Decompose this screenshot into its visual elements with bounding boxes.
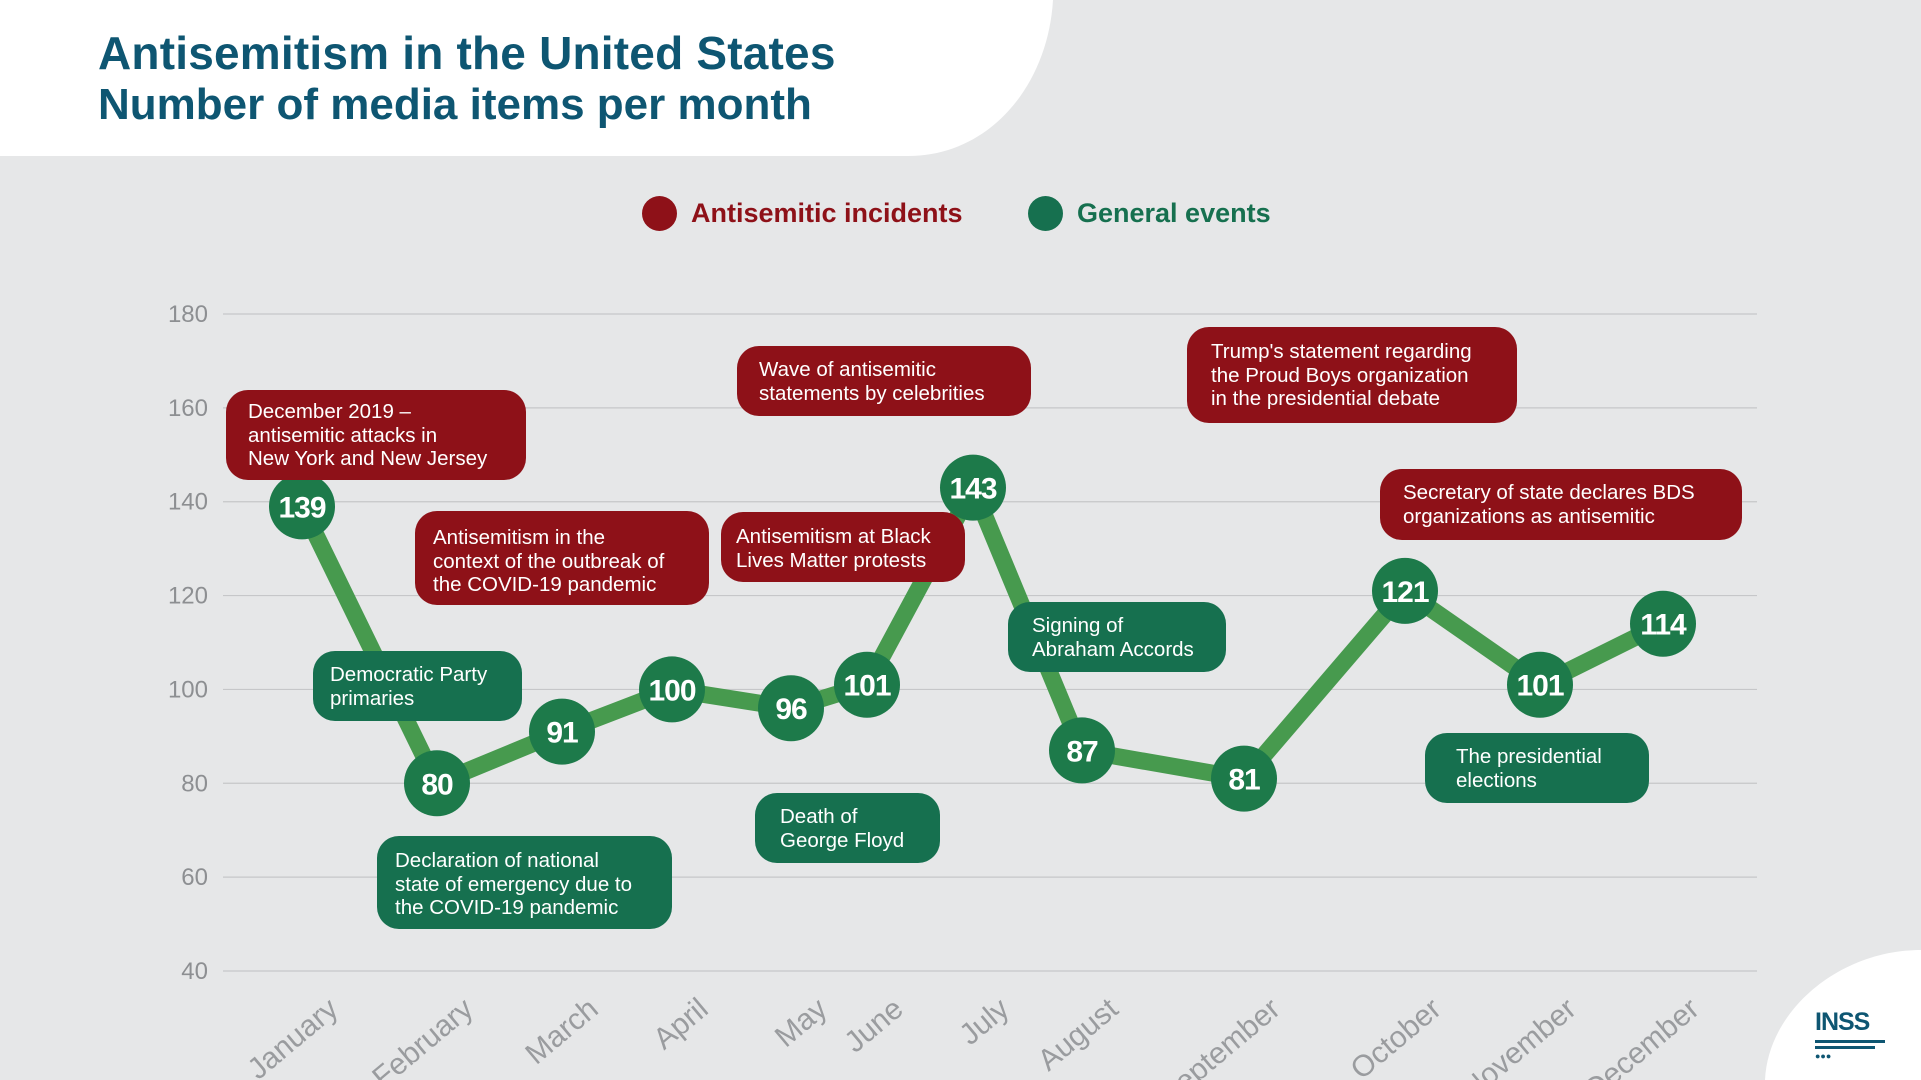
- data-point: [1507, 651, 1573, 718]
- callout-democratic-primaries: Democratic Party primaries: [313, 651, 522, 721]
- data-point: [758, 675, 824, 742]
- data-point: [1211, 745, 1277, 812]
- data-label: 87: [1066, 735, 1098, 768]
- legend-label: Antisemitic incidents: [691, 198, 963, 228]
- y-tick-label: 160: [168, 395, 208, 422]
- page-subtitle: Number of media items per month: [98, 80, 812, 129]
- data-point: [529, 698, 595, 765]
- y-tick-label: 100: [168, 676, 208, 703]
- callout-national-emergency: Declaration of national state of emergen…: [377, 836, 672, 929]
- callout-abraham-accords: Signing of Abraham Accords: [1008, 602, 1226, 672]
- logo-wordmark: INSS: [1815, 1008, 1870, 1036]
- data-label: 100: [648, 674, 695, 707]
- page-title: Antisemitism in the United States: [98, 27, 836, 79]
- legend-general-events: General events: [1028, 196, 1271, 231]
- legend-red-dot-icon: [642, 196, 677, 231]
- y-tick-label: 140: [168, 489, 208, 516]
- legend-antisemitic-incidents: Antisemitic incidents: [642, 196, 963, 231]
- y-tick-label: 40: [181, 958, 208, 985]
- data-point: [269, 473, 335, 540]
- data-label: 121: [1381, 576, 1428, 609]
- data-point: [834, 651, 900, 718]
- y-tick-label: 180: [168, 301, 208, 328]
- callout-december-attacks: December 2019 – antisemitic attacks in N…: [226, 390, 526, 480]
- y-tick-label: 80: [181, 770, 208, 797]
- callout-blm-protests: Antisemitism at Black Lives Matter prote…: [721, 512, 965, 582]
- callout-covid-antisemitism: Antisemitism in the context of the outbr…: [415, 511, 709, 605]
- inss-logo: INSS ●●●: [1815, 1008, 1895, 1061]
- data-label: 91: [546, 717, 578, 750]
- y-tick-label: 120: [168, 583, 208, 610]
- y-axis: 40 60 80 100 120 140 160 180: [168, 301, 208, 985]
- logo-english-line: [1815, 1046, 1875, 1049]
- callout-bds: Secretary of state declares BDS organiza…: [1380, 469, 1742, 540]
- data-point: [940, 454, 1006, 521]
- data-label: 96: [775, 693, 807, 726]
- callout-proud-boys: Trump's statement regarding the Proud Bo…: [1187, 327, 1517, 423]
- data-point: [1049, 717, 1115, 784]
- legend-green-dot-icon: [1028, 196, 1063, 231]
- logo-hebrew-line: [1815, 1040, 1885, 1043]
- data-points: 139 80 91 100 96 101 143 87 81 121 101 114: [269, 454, 1696, 817]
- legend-label: General events: [1077, 198, 1271, 228]
- data-point: [639, 656, 705, 723]
- logo-dots-icon: ●●●: [1815, 1051, 1832, 1061]
- data-label: 81: [1228, 764, 1260, 797]
- data-point: [404, 750, 470, 817]
- callout-george-floyd: Death of George Floyd: [755, 793, 940, 863]
- data-label: 114: [1640, 609, 1687, 642]
- data-point: [1372, 557, 1438, 624]
- y-tick-label: 60: [181, 864, 208, 891]
- callout-celebrities: Wave of antisemitic statements by celebr…: [737, 346, 1031, 416]
- data-label: 101: [1516, 670, 1563, 703]
- title-panel: [0, 0, 1053, 156]
- callout-presidential-elections: The presidential elections: [1425, 733, 1649, 803]
- data-label: 101: [843, 670, 890, 703]
- data-label: 143: [949, 473, 996, 506]
- data-label: 80: [421, 768, 453, 801]
- data-label: 139: [278, 491, 325, 524]
- data-point: [1630, 590, 1696, 657]
